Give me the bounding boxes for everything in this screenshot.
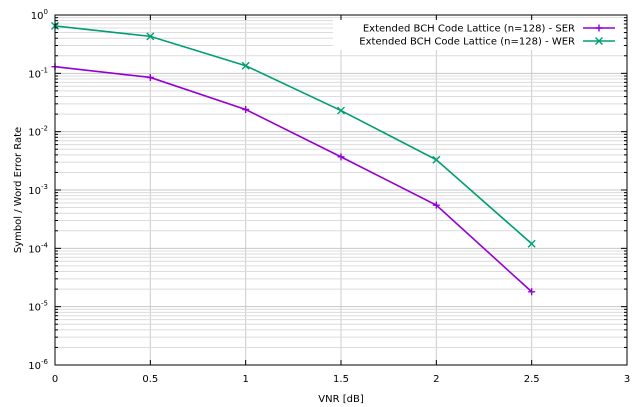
x-tick-label: 2 [433,374,439,385]
legend-background [333,18,623,50]
y-tick-label: 10-5 [28,300,48,314]
data-point [242,105,250,113]
legend-label: Extended BCH Code Lattice (n=128) - WER [359,37,575,48]
data-point [527,239,536,248]
plot-series [51,21,536,296]
data-point [146,32,155,41]
axis-ticks: 0 0.5 1 1.5 2 2.5 3 100 10-1 10-2 10-3 10-4 10-5 10-6 [28,8,630,385]
grid [55,15,627,365]
y-tick-label: 10-6 [28,358,48,372]
data-point [432,201,440,209]
x-tick-label: 3 [624,374,630,385]
data-point [595,37,603,45]
data-point [432,155,441,164]
x-tick-label: 1 [242,374,248,385]
data-point [595,24,603,32]
x-tick-label: 0 [52,374,58,385]
series-ser [51,63,536,296]
data-point [146,73,154,81]
y-tick-label: 10-3 [28,183,48,197]
legend-entry: Extended BCH Code Lattice (n=128) - WER [359,37,615,48]
y-tick-label: 100 [31,8,48,22]
data-point [241,61,250,70]
data-point [337,153,345,161]
legend-entry: Extended BCH Code Lattice (n=128) - SER [363,24,615,35]
legend-label: Extended BCH Code Lattice (n=128) - SER [363,24,575,35]
y-tick-label: 10-2 [28,125,48,139]
legend: Extended BCH Code Lattice (n=128) - SER E… [359,24,615,48]
data-point [528,288,536,296]
x-tick-label: 2.5 [524,374,540,385]
y-tick-label: 10-1 [28,66,48,80]
series-line [54,65,533,293]
x-axis-title: VNR [dB] [318,394,364,405]
legend-box [333,18,623,50]
series-line [54,25,533,245]
x-tick-label: 0.5 [142,374,158,385]
data-point [337,106,345,115]
y-tick-label: 10-4 [28,241,48,255]
x-tick-label: 1.5 [333,374,349,385]
y-axis-title: Symbol / Word Error Rate [13,127,24,253]
